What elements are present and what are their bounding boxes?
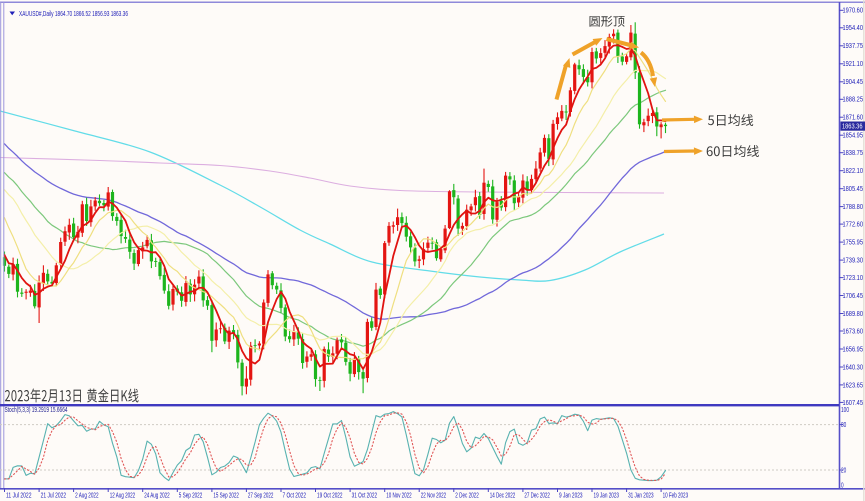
svg-text:1607.45: 1607.45: [843, 400, 864, 407]
svg-text:31 Jan 2023: 31 Jan 2023: [628, 493, 654, 500]
svg-text:1954.40: 1954.40: [843, 25, 864, 32]
svg-text:15 Sep 2022: 15 Sep 2022: [213, 493, 239, 500]
svg-text:1871.60: 1871.60: [843, 115, 864, 122]
svg-text:10 Feb 2023: 10 Feb 2023: [663, 493, 689, 500]
svg-text:9 Jan 2023: 9 Jan 2023: [559, 493, 583, 500]
svg-text:1904.45: 1904.45: [843, 79, 864, 86]
svg-text:21 Jul 2022: 21 Jul 2022: [41, 493, 67, 500]
svg-text:10 Nov 2022: 10 Nov 2022: [386, 493, 412, 500]
svg-text:1970.60: 1970.60: [843, 8, 864, 15]
svg-text:14 Dec 2022: 14 Dec 2022: [490, 493, 516, 500]
svg-text:5 Sep 2022: 5 Sep 2022: [179, 493, 203, 500]
svg-text:19 Oct 2022: 19 Oct 2022: [317, 493, 343, 500]
svg-text:1623.65: 1623.65: [843, 382, 864, 389]
svg-text:1640.30: 1640.30: [843, 364, 864, 371]
svg-text:1755.95: 1755.95: [843, 240, 864, 247]
svg-text:1788.80: 1788.80: [843, 204, 864, 211]
svg-text:11 Jul 2022: 11 Jul 2022: [6, 493, 32, 500]
svg-text:22 Nov 2022: 22 Nov 2022: [421, 493, 447, 500]
svg-text:1921.10: 1921.10: [843, 61, 864, 68]
svg-text:1723.10: 1723.10: [843, 275, 864, 282]
svg-text:1689.80: 1689.80: [843, 311, 864, 318]
svg-text:XAUUSD#,Daily 1864.70 1866.52: XAUUSD#,Daily 1864.70 1866.52 1856.93 18…: [19, 9, 128, 18]
svg-text:1937.75: 1937.75: [843, 43, 864, 50]
svg-text:1822.10: 1822.10: [843, 168, 864, 175]
svg-text:19 Jan 2023: 19 Jan 2023: [594, 493, 620, 500]
svg-text:0: 0: [841, 483, 844, 490]
svg-text:1805.45: 1805.45: [843, 186, 864, 193]
svg-text:24 Aug 2022: 24 Aug 2022: [144, 493, 170, 500]
svg-text:1706.45: 1706.45: [843, 293, 864, 300]
svg-text:1838.75: 1838.75: [843, 150, 864, 157]
svg-text:1673.60: 1673.60: [843, 328, 864, 335]
svg-text:31 Oct 2022: 31 Oct 2022: [352, 493, 378, 500]
svg-text:7 Oct 2022: 7 Oct 2022: [283, 493, 307, 500]
svg-text:2 Aug 2022: 2 Aug 2022: [75, 493, 99, 500]
svg-text:27 Dec 2022: 27 Dec 2022: [524, 493, 550, 500]
svg-text:Stoch(5,3,3) 19.2919 15.6664: Stoch(5,3,3) 19.2919 15.6664: [5, 407, 68, 414]
svg-text:20: 20: [841, 468, 846, 475]
svg-text:1739.30: 1739.30: [843, 258, 864, 265]
svg-text:1772.60: 1772.60: [843, 222, 864, 229]
svg-text:1656.95: 1656.95: [843, 346, 864, 353]
svg-text:12 Aug 2022: 12 Aug 2022: [110, 493, 136, 500]
svg-text:1863.36: 1863.36: [842, 124, 863, 131]
svg-text:100: 100: [841, 407, 849, 414]
svg-text:1854.95: 1854.95: [843, 133, 864, 140]
svg-text:80: 80: [841, 422, 846, 429]
svg-text:1888.25: 1888.25: [843, 97, 864, 104]
svg-text:2 Dec 2022: 2 Dec 2022: [455, 493, 479, 500]
svg-text:27 Sep 2022: 27 Sep 2022: [248, 493, 274, 500]
